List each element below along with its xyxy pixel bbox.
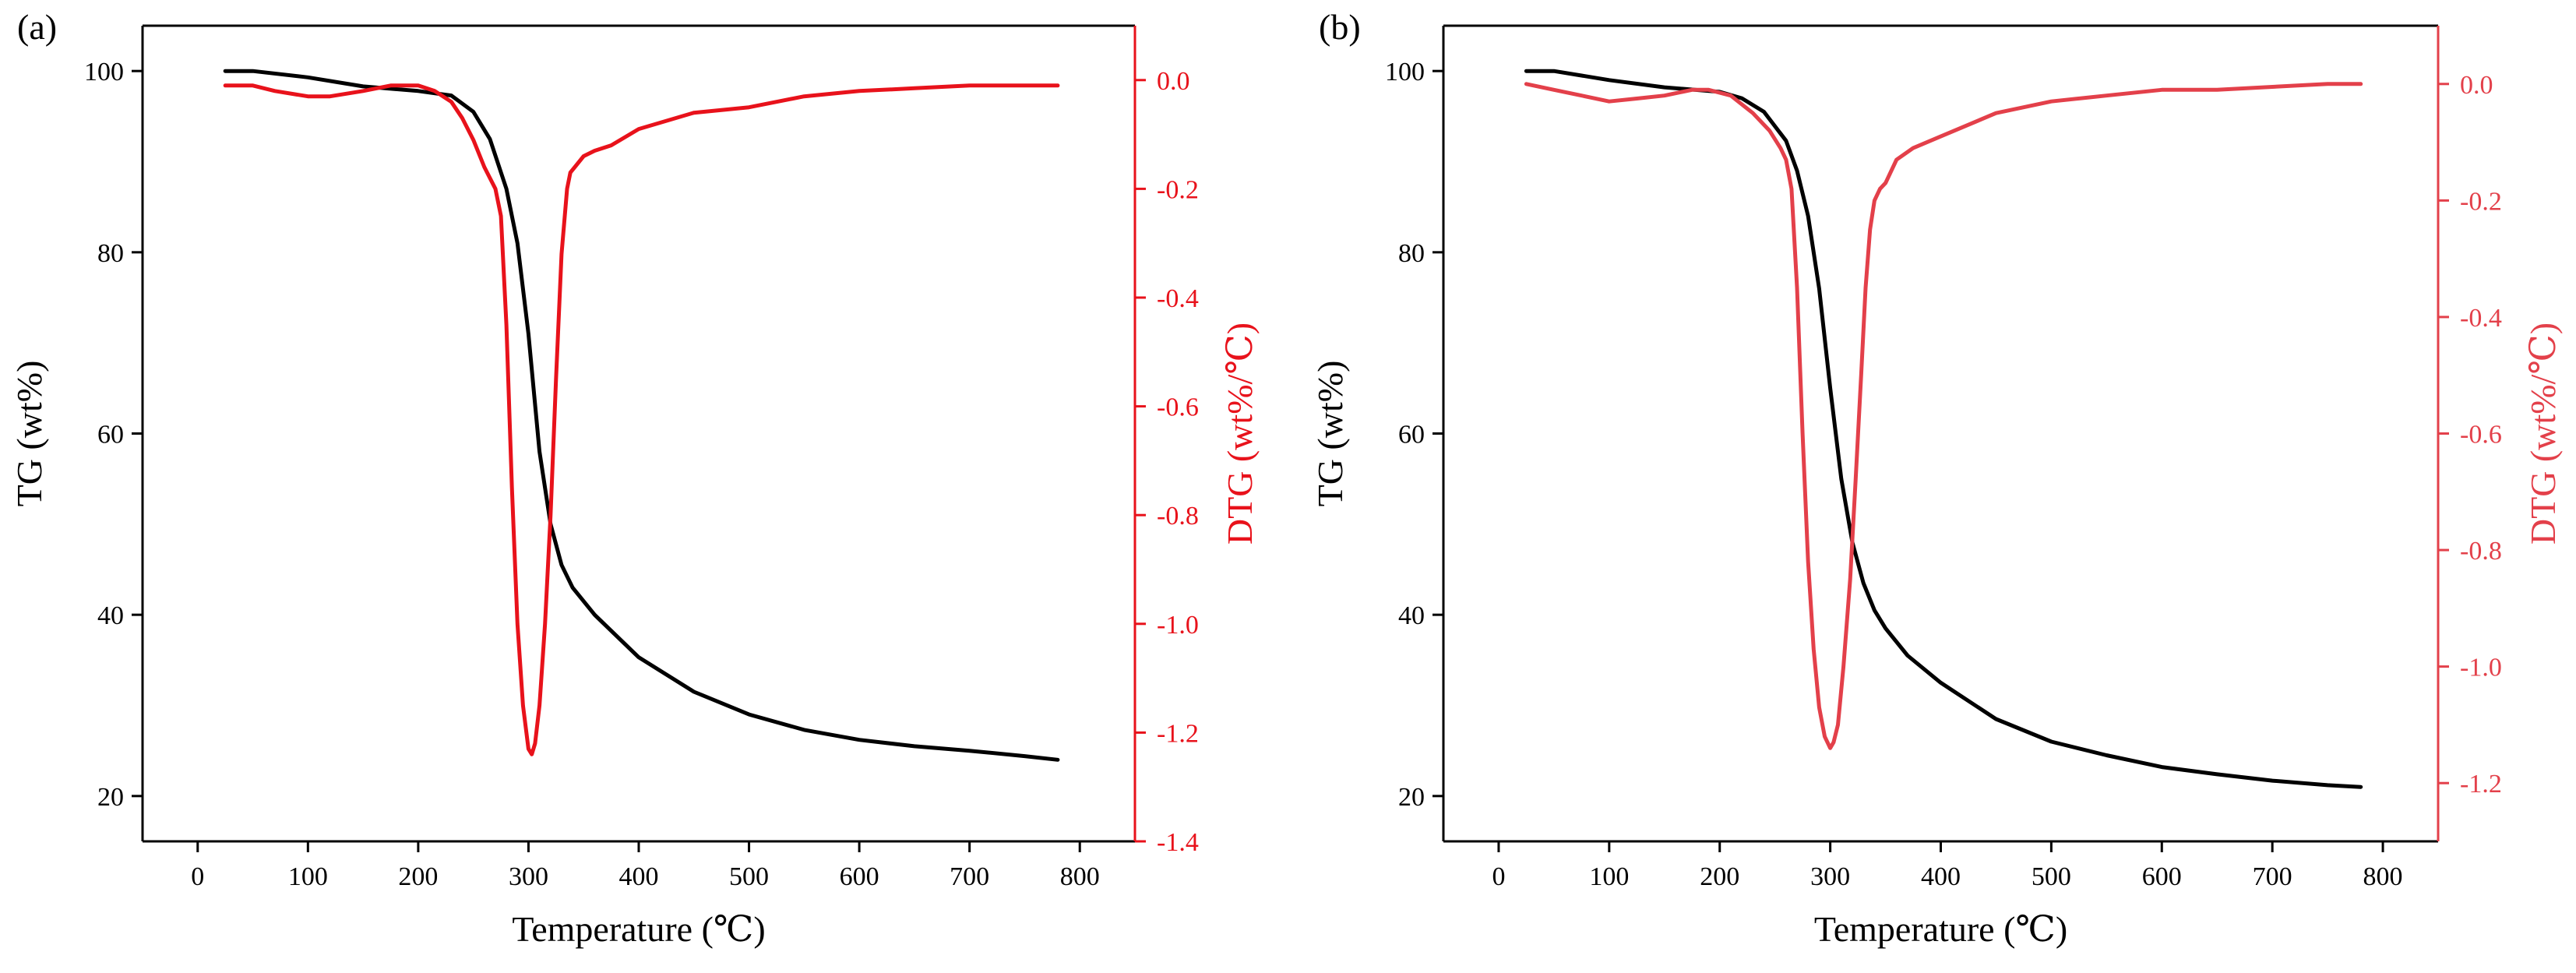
left-y-axis-title: TG (wt%) [1310,361,1350,507]
dtg-series-line [1524,82,2363,750]
right-y-tick-label: -0.2 [1157,175,1199,204]
right-y-tick-label: -0.4 [2460,304,2502,333]
panel-label: (b) [1319,7,1361,47]
x-tick-label: 300 [509,862,548,891]
x-tick-label: 600 [840,862,879,891]
right-y-tick-label: -0.4 [1157,284,1199,313]
x-tick-label: 0 [191,862,204,891]
left-y-tick-label: 60 [97,421,124,449]
right-y-tick-label: 0.0 [1157,67,1190,96]
right-y-tick-label: -1.4 [1157,828,1199,857]
right-y-tick-label: -0.6 [2460,421,2502,449]
right-y-tick-label: -1.0 [1157,611,1199,640]
left-y-axis-title: TG (wt%) [9,361,49,507]
x-tick-label: 700 [2253,862,2292,891]
x-tick-label: 200 [1700,862,1739,891]
x-tick-label: 400 [619,862,659,891]
x-tick-label: 400 [1921,862,1961,891]
x-tick-label: 800 [2363,862,2403,891]
left-y-tick-label: 40 [1398,601,1425,630]
left-y-tick-label: 80 [1398,239,1425,268]
x-axis-title: Temperature (℃) [1814,909,2067,949]
right-y-tick-label: -0.6 [1157,393,1199,422]
x-tick-label: 200 [398,862,438,891]
x-tick-label: 100 [288,862,328,891]
right-y-tick-label: 0.0 [2460,71,2493,100]
dtg-series-line [223,83,1060,756]
right-y-axis-title: DTG (wt%/℃) [2523,323,2563,545]
right-y-tick-label: -0.8 [1157,502,1199,531]
panel-a: 0 100 200 300 400 500 600 700 800 20 40 60 80 100 0.0 -… [9,7,1260,949]
right-y-tick-label: -0.8 [2460,537,2502,566]
x-tick-label: 300 [1810,862,1850,891]
left-y-tick-label: 40 [97,601,124,630]
right-y-tick-label: -1.2 [1157,719,1199,748]
right-y-tick-label: -1.2 [2460,770,2502,798]
x-tick-label: 700 [950,862,989,891]
left-y-tick-label: 100 [84,58,124,86]
left-y-tick-label: 20 [1398,783,1425,812]
x-tick-label: 0 [1492,862,1505,891]
x-tick-label: 500 [2032,862,2071,891]
x-tick-label: 100 [1589,862,1629,891]
panel-label: (a) [17,7,57,47]
panel-b: 0 100 200 300 400 500 600 700 800 20 40 60 80 100 0.0 -… [1310,7,2563,949]
left-y-tick-label: 20 [97,783,124,812]
left-y-tick-label: 100 [1385,58,1425,86]
x-tick-label: 800 [1060,862,1100,891]
x-tick-label: 500 [729,862,769,891]
right-y-tick-label: -0.2 [2460,187,2502,216]
x-tick-label: 600 [2142,862,2182,891]
x-axis-title: Temperature (℃) [512,909,765,949]
left-y-tick-label: 60 [1398,421,1425,449]
right-y-axis-title: DTG (wt%/℃) [1220,323,1260,545]
left-y-tick-label: 80 [97,239,124,268]
right-y-tick-label: -1.0 [2460,654,2502,682]
